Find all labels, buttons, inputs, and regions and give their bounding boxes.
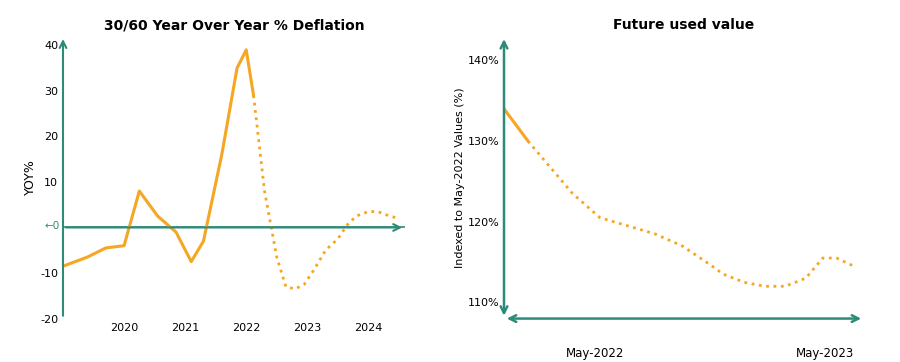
- Title: 30/60 Year Over Year % Deflation: 30/60 Year Over Year % Deflation: [104, 18, 365, 32]
- Y-axis label: Indexed to May-2022 Values (%): Indexed to May-2022 Values (%): [454, 87, 464, 268]
- Title: Future used value: Future used value: [614, 18, 754, 32]
- Text: May-2023: May-2023: [796, 347, 854, 360]
- Text: ←0: ←0: [45, 221, 60, 231]
- Y-axis label: YOY%: YOY%: [24, 159, 37, 195]
- Text: May-2022: May-2022: [566, 347, 624, 360]
